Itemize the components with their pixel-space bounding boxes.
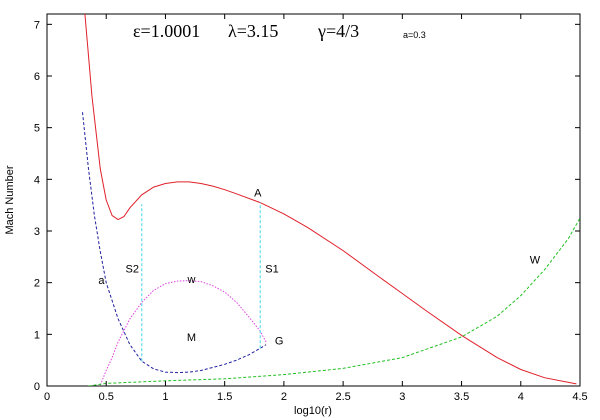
y-tick-label: 6 xyxy=(34,71,40,83)
curve-annotation-s1: S1 xyxy=(265,264,278,276)
x-tick-label: 3 xyxy=(399,391,405,403)
curve-annotation-w: W xyxy=(530,254,541,266)
series-line-2 xyxy=(82,112,267,374)
plot-frame xyxy=(46,13,581,387)
y-tick-label: 4 xyxy=(34,174,40,186)
annotation-layer: A S2 S1 w a M G W xyxy=(98,187,540,347)
x-tick-label: 4.5 xyxy=(572,391,587,403)
x-tick-label: 2.5 xyxy=(335,391,350,403)
series-line-4 xyxy=(88,217,580,386)
title-group: ε=1.0001 λ=3.15 γ=4/3 a=0.3 xyxy=(133,21,426,41)
curve-annotation-g: G xyxy=(275,336,284,348)
y-axis-label: Mach Number xyxy=(4,165,16,234)
y-tick-label: 1 xyxy=(34,329,40,341)
x-tick-label: 2 xyxy=(281,391,287,403)
title-gamma: γ=4/3 xyxy=(317,21,359,41)
x-tick-label: 4 xyxy=(518,391,524,403)
x-tick-label: 0.5 xyxy=(99,391,114,403)
x-axis-label: log10(r) xyxy=(294,405,332,417)
tick-layer: 0 0.5 1 1.5 2 2.5 3 3.5 4 4.5 0 1 2 3 4 5 6 7 xyxy=(34,14,588,403)
subtitle: a=0.3 xyxy=(403,30,426,40)
y-tick-label: 2 xyxy=(34,278,40,290)
title-lambda: λ=3.15 xyxy=(228,21,278,41)
x-tick-label: 0 xyxy=(44,391,50,403)
series-line-1 xyxy=(84,14,577,385)
curve-annotation-w: w xyxy=(187,274,196,286)
y-tick-label: 3 xyxy=(34,226,40,238)
curve-annotation-a: a xyxy=(98,275,105,287)
x-tick-label: 1.5 xyxy=(217,391,232,403)
curve-annotation-a: A xyxy=(254,187,262,199)
y-tick-label: 5 xyxy=(34,123,40,135)
x-tick-label: 1 xyxy=(162,391,168,403)
title-epsilon: ε=1.0001 xyxy=(133,21,200,41)
series-line-3 xyxy=(99,280,267,386)
curve-annotation-s2: S2 xyxy=(126,264,139,276)
y-tick-label: 0 xyxy=(34,381,40,393)
x-tick-label: 3.5 xyxy=(454,391,469,403)
y-tick-label: 7 xyxy=(34,19,40,31)
plot-layer xyxy=(82,14,580,386)
curve-annotation-m: M xyxy=(187,332,196,344)
